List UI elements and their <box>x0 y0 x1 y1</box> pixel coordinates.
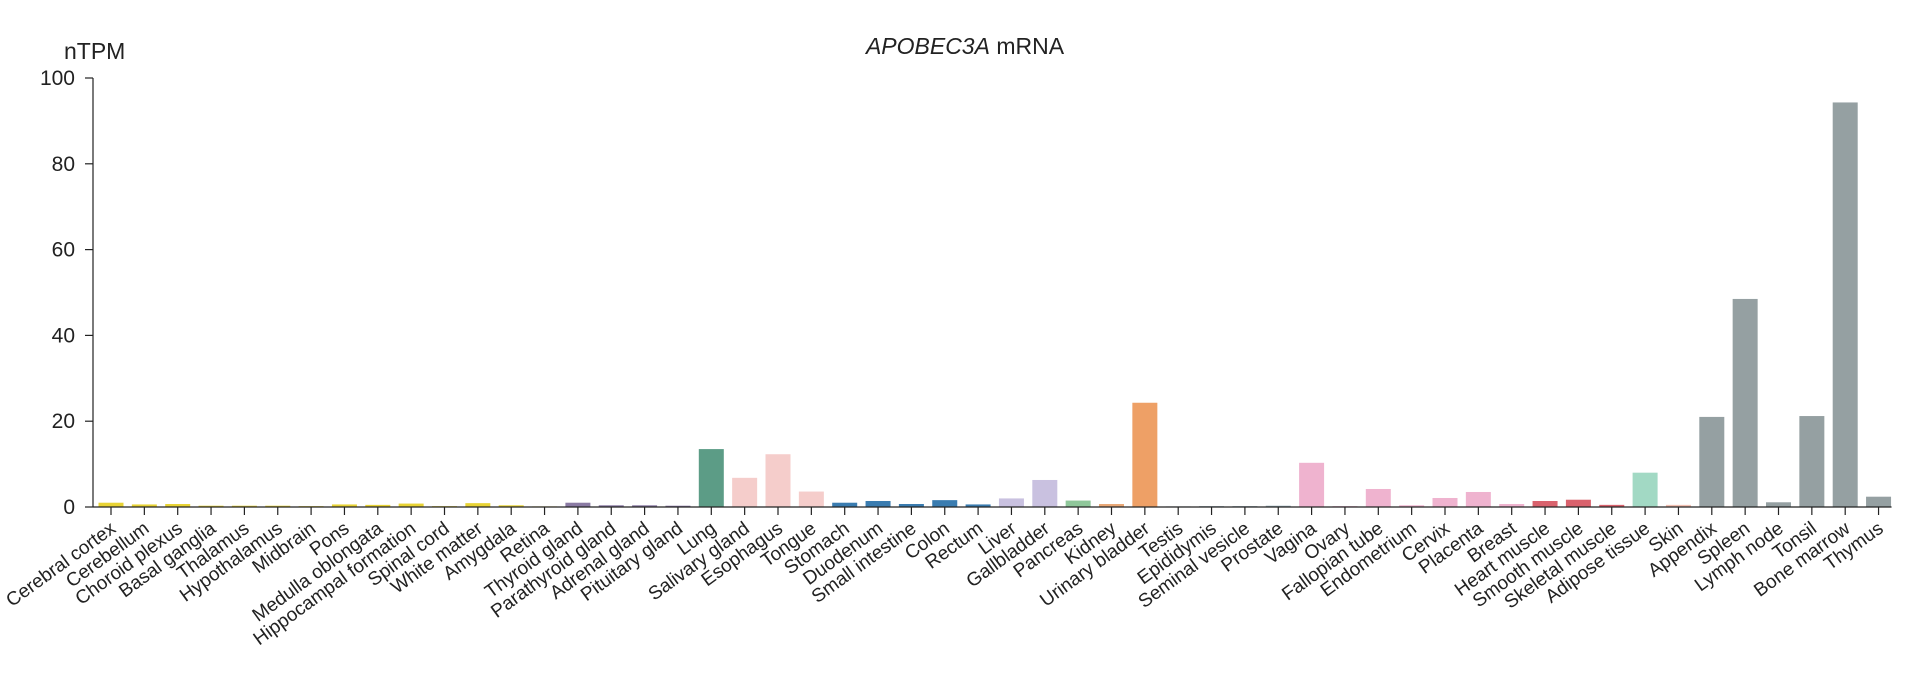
bar-cerebellum <box>131 504 157 507</box>
bar-prostate <box>1265 505 1291 507</box>
y-tick-label: 60 <box>52 239 75 262</box>
bar-skin <box>1665 504 1691 507</box>
bar-pancreas <box>1065 500 1091 507</box>
chart-title-suffix: mRNA <box>990 33 1065 59</box>
bar-fallopian-tube <box>1365 488 1391 507</box>
y-axis: 0 20 40 60 80 100 <box>40 67 94 519</box>
chart-title: APOBEC3A mRNA <box>864 33 1065 59</box>
bar-skeletal-muscle <box>1599 504 1625 507</box>
bars <box>98 102 1892 507</box>
bar-kidney <box>1099 504 1124 507</box>
bar-parathyroid-gland <box>598 505 624 507</box>
bar-placenta <box>1465 491 1491 507</box>
y-tick-label: 40 <box>52 324 75 347</box>
bar-liver <box>998 498 1024 507</box>
bar-pons <box>331 504 357 507</box>
bar-rectum <box>965 504 991 507</box>
bar-choroid-plexus <box>165 504 191 507</box>
bar-adipose-tissue <box>1632 472 1658 507</box>
bar-tongue <box>798 491 824 507</box>
bar-lung <box>698 449 724 507</box>
bar-bone-marrow <box>1832 102 1858 507</box>
bar-thalamus <box>231 505 257 507</box>
y-axis-label: nTPM <box>64 38 125 64</box>
bar-breast <box>1499 504 1525 507</box>
bar-colon <box>932 500 958 507</box>
bar-gallbladder <box>1032 479 1058 507</box>
bar-pituitary-gland <box>665 505 691 507</box>
y-tick-label: 100 <box>40 67 75 90</box>
bar-vagina <box>1299 462 1325 507</box>
bar-salivary-gland <box>732 477 758 507</box>
bar-endometrium <box>1399 505 1425 507</box>
bar-thymus <box>1866 496 1892 507</box>
bar-duodenum <box>865 500 891 507</box>
bar-smooth-muscle <box>1565 499 1591 507</box>
bar-heart-muscle <box>1532 500 1558 507</box>
bar-lymph-node <box>1766 502 1791 507</box>
bar-basal-ganglia <box>198 505 224 507</box>
bar-cerebral-cortex <box>98 502 124 507</box>
bar-white-matter <box>465 503 491 507</box>
y-tick-label: 0 <box>63 496 75 519</box>
bar-urinary-bladder <box>1132 402 1158 507</box>
bar-thyroid-gland <box>565 502 591 507</box>
y-tick-label: 20 <box>52 410 75 433</box>
bar-medulla-oblongata <box>365 504 391 507</box>
bar-spleen <box>1732 298 1758 507</box>
bar-esophagus <box>765 454 791 507</box>
bar-hypothalamus <box>265 505 291 507</box>
bar-appendix <box>1699 416 1725 507</box>
bar-cervix <box>1432 497 1458 507</box>
y-tick-label: 80 <box>52 153 75 176</box>
bar-small-intestine <box>898 504 924 507</box>
bar-stomach <box>832 502 858 507</box>
chart-title-gene: APOBEC3A <box>864 33 990 59</box>
bar-amygdala <box>498 505 524 507</box>
bar-adrenal-gland <box>632 505 658 507</box>
bar-tonsil <box>1799 416 1825 507</box>
bar-hippocampal-formation <box>398 503 424 507</box>
